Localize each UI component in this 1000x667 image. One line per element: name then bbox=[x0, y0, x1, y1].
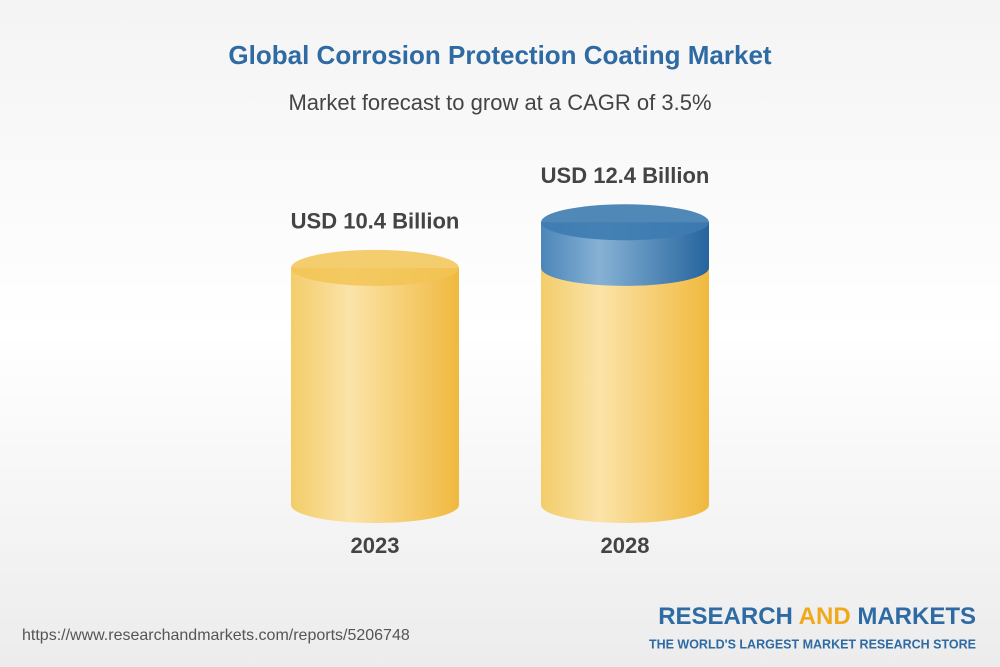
source-url: https://www.researchandmarkets.com/repor… bbox=[22, 627, 410, 644]
brand-word: MARKETS bbox=[857, 603, 976, 630]
value-label: USD 10.4 Billion bbox=[291, 209, 460, 234]
category-label: 2028 bbox=[601, 533, 650, 558]
cylinder-top bbox=[541, 204, 709, 241]
value-label: USD 12.4 Billion bbox=[541, 163, 710, 188]
brand-word: RESEARCH bbox=[658, 603, 793, 630]
category-label: 2023 bbox=[351, 533, 400, 558]
cylinder-top bbox=[291, 249, 459, 286]
cylinder-body bbox=[291, 267, 459, 505]
chart-subtitle: Market forecast to grow at a CAGR of 3.5… bbox=[288, 90, 711, 115]
tagline: THE WORLD'S LARGEST MARKET RESEARCH STOR… bbox=[649, 637, 976, 651]
chart-title: Global Corrosion Protection Coating Mark… bbox=[228, 40, 771, 70]
brand: RESEARCH AND MARKETS bbox=[658, 603, 976, 630]
cylinder-body bbox=[541, 267, 709, 505]
brand-word: AND bbox=[799, 603, 851, 630]
